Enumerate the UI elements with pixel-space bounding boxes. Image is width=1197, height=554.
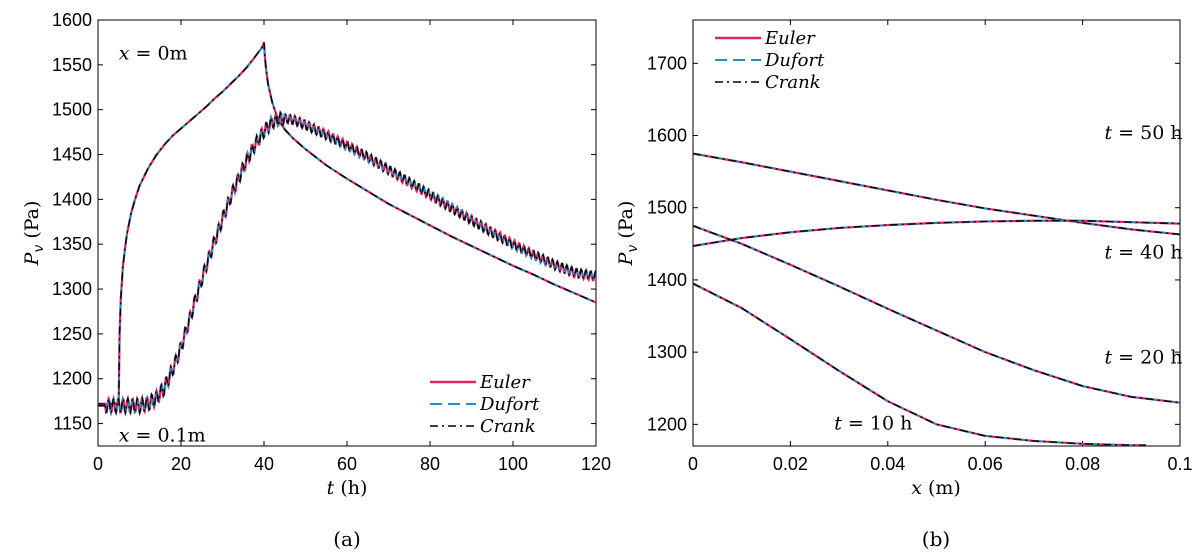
legend-label-crank: Crank bbox=[765, 72, 821, 93]
y-tick-label: 1250 bbox=[52, 324, 92, 344]
curve bbox=[693, 152, 1180, 236]
curves-a bbox=[98, 42, 596, 417]
y-tick-label: 1200 bbox=[647, 414, 687, 434]
curve bbox=[98, 42, 596, 405]
x-tick-label: 0.04 bbox=[870, 454, 905, 474]
y-tick-label: 1400 bbox=[52, 189, 92, 209]
y-tick-label: 1300 bbox=[52, 279, 92, 299]
series-line-crank bbox=[98, 42, 596, 405]
curve bbox=[693, 282, 1146, 446]
annotation: t = 40 h bbox=[1105, 241, 1183, 263]
curves-b bbox=[693, 152, 1180, 446]
series-line-crank bbox=[693, 152, 1180, 236]
x-tick-label: 60 bbox=[337, 454, 357, 474]
x-tick-label: 0.06 bbox=[968, 454, 1003, 474]
plot-area-b bbox=[692, 19, 1181, 447]
plot-area-a bbox=[97, 19, 597, 447]
x-tick-label: 80 bbox=[420, 454, 440, 474]
curve bbox=[693, 224, 1180, 404]
ticks-a: 0 20 40 60 80 100 120 1150 1200 1250 1300 1350 1400 1… bbox=[52, 10, 611, 474]
x-axis-label-a: t (h) bbox=[327, 477, 368, 499]
y-tick-label: 1600 bbox=[647, 126, 687, 146]
x-tick-label: 100 bbox=[498, 454, 528, 474]
x-axis-label-b: x (m) bbox=[911, 477, 961, 499]
y-tick-label: 1150 bbox=[53, 414, 92, 434]
x-tick-label: 20 bbox=[171, 454, 191, 474]
y-tick-label: 1500 bbox=[52, 100, 92, 120]
y-tick-label: 1500 bbox=[647, 198, 687, 218]
x-tick-label: 0.02 bbox=[773, 454, 808, 474]
legend-label-dufort: Dufort bbox=[764, 50, 825, 71]
annotations-a: x = 0m x = 0.1m bbox=[119, 42, 206, 446]
y-tick-label: 1700 bbox=[647, 53, 687, 73]
y-tick-label: 1600 bbox=[52, 10, 92, 30]
annotation: t = 50 h bbox=[1105, 122, 1183, 144]
x-tick-label: 40 bbox=[254, 454, 274, 474]
x-tick-label: 0 bbox=[93, 454, 103, 474]
series-line-dufort bbox=[693, 219, 1180, 247]
legend-label-euler: Euler bbox=[764, 28, 816, 49]
annotation: x = 0.1m bbox=[119, 425, 206, 447]
caption-b: (b) bbox=[922, 527, 950, 551]
chart-panel-b: 0 0.02 0.04 0.06 0.08 0.1 1200 1300 1400 1500 1600… bbox=[615, 19, 1193, 551]
x-tick-label: 0.08 bbox=[1065, 454, 1100, 474]
y-tick-label: 1200 bbox=[52, 369, 92, 389]
curve bbox=[98, 109, 596, 417]
caption-a: (a) bbox=[333, 527, 361, 551]
series-line-crank bbox=[693, 225, 1180, 404]
ticks-b: 0 0.02 0.04 0.06 0.08 0.1 1200 1300 1400 1500 1600… bbox=[647, 20, 1193, 474]
legend-label-crank: Crank bbox=[480, 416, 536, 437]
y-axis-label-b: Pv (Pa) bbox=[615, 201, 641, 267]
annotation: t = 10 h bbox=[834, 412, 912, 434]
curve bbox=[693, 219, 1180, 248]
annotation: t = 20 h bbox=[1105, 347, 1183, 369]
annotation: x = 0m bbox=[119, 42, 188, 64]
annotations-b: t = 50 h t = 40 h t = 20 h t = 10 h bbox=[834, 122, 1182, 434]
x-tick-label: 120 bbox=[581, 454, 611, 474]
y-tick-label: 1450 bbox=[52, 145, 92, 165]
series-line-dufort bbox=[98, 110, 596, 417]
chart-panel-a: 0 20 40 60 80 100 120 1150 1200 1250 1300 1350 1400 1… bbox=[21, 10, 611, 551]
y-tick-label: 1350 bbox=[52, 234, 92, 254]
legend-label-euler: Euler bbox=[479, 372, 531, 393]
x-tick-label: 0 bbox=[688, 454, 698, 474]
x-tick-label: 0.1 bbox=[1167, 454, 1192, 474]
y-axis-label-a: Pv (Pa) bbox=[21, 201, 47, 267]
series-line-crank bbox=[693, 282, 1146, 446]
y-tick-label: 1400 bbox=[647, 270, 687, 290]
series-line-dufort bbox=[693, 152, 1180, 236]
legend-label-dufort: Dufort bbox=[479, 394, 540, 415]
y-tick-label: 1550 bbox=[52, 55, 92, 75]
y-tick-label: 1300 bbox=[647, 342, 687, 362]
series-line-crank bbox=[98, 110, 596, 416]
